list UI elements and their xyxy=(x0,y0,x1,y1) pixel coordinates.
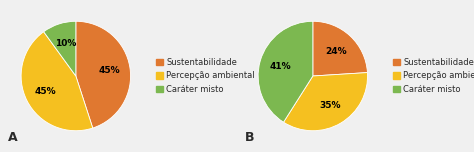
Wedge shape xyxy=(313,21,367,76)
Legend: Sustentabilidade, Percepção ambiental, Caráter misto: Sustentabilidade, Percepção ambiental, C… xyxy=(392,57,474,95)
Wedge shape xyxy=(258,21,313,122)
Text: 45%: 45% xyxy=(35,87,56,96)
Text: 10%: 10% xyxy=(55,39,76,48)
Text: 24%: 24% xyxy=(325,47,347,56)
Wedge shape xyxy=(44,21,76,76)
Wedge shape xyxy=(76,21,130,128)
Text: B: B xyxy=(245,131,254,144)
Legend: Sustentabilidade, Percepção ambiental, Caráter misto: Sustentabilidade, Percepção ambiental, C… xyxy=(155,57,255,95)
Text: A: A xyxy=(8,131,17,144)
Text: 35%: 35% xyxy=(319,101,341,110)
Text: 45%: 45% xyxy=(99,66,120,75)
Wedge shape xyxy=(21,32,93,131)
Wedge shape xyxy=(283,73,367,131)
Text: 41%: 41% xyxy=(269,62,291,71)
